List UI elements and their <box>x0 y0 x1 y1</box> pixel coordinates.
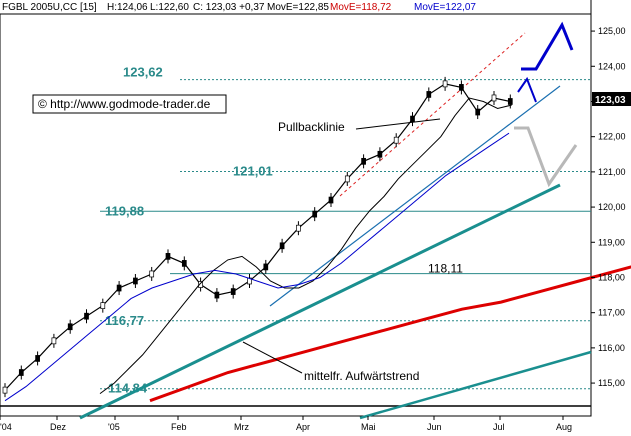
copyright-text: © http://www.godmode-trader.de <box>38 97 211 111</box>
y-tick-label: 118,00 <box>598 272 625 282</box>
bullish-minor-arrow <box>517 76 537 103</box>
price-candle <box>279 242 285 250</box>
header-high: H:124,06 <box>107 2 148 13</box>
x-tick-label: Jun <box>427 422 442 432</box>
header-symbol: FGBL 2005U,CC [15] <box>2 2 97 13</box>
price-candle <box>84 312 89 320</box>
last-price-label: 123,03 <box>595 95 626 106</box>
y-tick-label: 121,00 <box>598 167 626 177</box>
y-tick-label: 116,00 <box>598 343 625 353</box>
x-tick-label: '05 <box>108 422 120 432</box>
header-low: L:122,60 <box>150 2 189 13</box>
last-price-box: 123,03 <box>592 92 631 106</box>
level-label-0: 123,62 <box>123 65 163 80</box>
x-axis-ticks: '04 Dez '05 Feb Mrz Apr Mai Jun Jul Aug <box>0 416 572 432</box>
header-ma2: MovE=118,72 <box>330 2 392 13</box>
header: FGBL 2005U,CC [15] H:124,06 L:122,60 C: … <box>2 2 476 13</box>
ma-black-series <box>99 97 512 395</box>
price-candle <box>410 115 415 123</box>
upper-channel-line <box>339 32 526 197</box>
level-label-3: 118,11 <box>428 262 463 276</box>
level-label-4: 116,77 <box>105 313 144 328</box>
copyright-box: © http://www.godmode-trader.de <box>32 94 227 114</box>
header-ma3: MovE=122,07 <box>414 2 476 13</box>
x-tick-label: Aug <box>556 422 572 432</box>
bullish-scenario-arrow <box>521 21 574 71</box>
x-tick-label: Dez <box>50 422 67 432</box>
price-candle <box>100 302 106 309</box>
ma-blue-series <box>4 132 510 402</box>
main-uptrend-line <box>79 183 561 420</box>
price-candle <box>133 277 138 285</box>
level-label-5: 114,84 <box>108 381 148 396</box>
y-tick-label: 125,00 <box>598 26 626 36</box>
y-tick-label: 120,00 <box>598 202 626 212</box>
price-candle <box>507 98 513 105</box>
x-tick-label: Mrz <box>234 422 249 432</box>
price-candle <box>361 157 366 165</box>
price-candle <box>214 291 220 299</box>
price-candle <box>328 196 334 204</box>
price-candle <box>2 386 8 394</box>
price-candle <box>230 288 236 295</box>
pullback-label: Pullbacklinie <box>278 120 345 134</box>
y-tick-label: 124,00 <box>598 61 626 71</box>
price-candle <box>459 84 464 91</box>
level-label-1: 121,01 <box>233 164 273 179</box>
y-tick-label: 117,00 <box>598 308 625 318</box>
price-candle <box>67 323 73 331</box>
y-tick-label: 119,00 <box>598 237 625 247</box>
price-candle <box>377 150 383 158</box>
x-tick-label: Feb <box>171 422 187 432</box>
ma-red-series <box>149 265 631 403</box>
trend-layer <box>79 32 592 420</box>
price-candle <box>181 260 187 267</box>
header-close: C: 123,03 +0,37 <box>193 2 265 13</box>
price-candle <box>442 80 448 88</box>
levels-layer: 123,62 121,01 119,88 118,11 116,77 114,84 <box>100 65 591 396</box>
pullback-annotation: Pullbacklinie <box>278 118 441 134</box>
price-candle <box>296 224 301 232</box>
bearish-scenario-arrow <box>514 126 578 188</box>
series-layer <box>2 76 631 403</box>
price-candle <box>198 281 203 288</box>
y-tick-label: 122,00 <box>598 132 626 142</box>
price-candle <box>18 369 24 376</box>
price-candle <box>475 108 481 116</box>
x-tick-label: '04 <box>0 422 12 432</box>
scenario-layer <box>514 21 578 188</box>
price-candle <box>149 270 155 278</box>
y-tick-label: 115,00 <box>598 378 625 388</box>
header-ma1: MovE=122,85 <box>267 2 329 13</box>
x-tick-label: Apr <box>296 422 310 432</box>
price-candle <box>344 175 350 183</box>
price-candle <box>393 136 399 144</box>
lower-trend-line <box>359 350 592 420</box>
price-candle <box>35 355 40 362</box>
price-candle <box>312 210 318 218</box>
trend-label: mittelfr. Aufwärtstrend <box>304 369 419 383</box>
trend-annotation: mittelfr. Aufwärtstrend <box>242 341 419 383</box>
price-series <box>4 83 511 391</box>
price-candle <box>51 337 57 345</box>
x-tick-label: Jul <box>493 422 505 432</box>
price-candle <box>165 253 171 260</box>
level-label-2: 119,88 <box>105 203 144 218</box>
price-candle <box>263 263 269 271</box>
price-candle <box>426 91 432 98</box>
price-candle <box>116 284 122 292</box>
pullback-line <box>269 85 561 307</box>
price-candle <box>491 94 497 102</box>
x-tick-label: Mai <box>361 422 376 432</box>
y-axis-ticks: 115,00 116,00 117,00 118,00 119,00 120,00 121,… <box>591 26 626 388</box>
